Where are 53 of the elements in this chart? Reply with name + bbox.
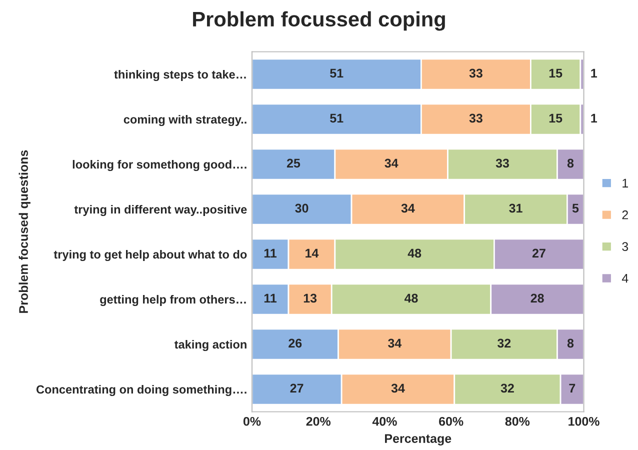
- data-label: 11: [264, 294, 277, 302]
- data-label: 34: [391, 384, 405, 393]
- data-label: 27: [290, 384, 304, 392]
- legend-label: 2: [622, 210, 628, 220]
- y-tick-label: trying in different way..positive: [74, 204, 247, 216]
- data-label: 8: [567, 158, 574, 168]
- data-label: 25: [286, 158, 300, 168]
- data-label: 48: [408, 248, 422, 258]
- data-label: 48: [404, 294, 418, 303]
- legend-label: 1: [622, 178, 628, 188]
- data-label: 8: [567, 338, 574, 348]
- chart-title: Problem focussed coping: [193, 11, 445, 31]
- legend-label: 4: [622, 274, 628, 283]
- y-tick-label: coming with strategy..: [124, 114, 246, 126]
- y-tick-label: looking for somethong good….: [72, 160, 246, 172]
- y-tick-label: trying to get help about what to do: [54, 250, 247, 262]
- data-label: 26: [288, 338, 302, 348]
- data-label: 27: [532, 248, 546, 258]
- y-tick-label: Concentrating on doing something….: [36, 384, 246, 396]
- data-label: 5: [572, 204, 579, 213]
- data-label: 15: [549, 68, 562, 78]
- data-label: 7: [569, 384, 576, 392]
- data-label: 34: [388, 338, 402, 348]
- x-tick-label: 80%: [505, 416, 530, 426]
- x-tick-label: 40%: [372, 416, 397, 426]
- data-label: 51: [330, 114, 344, 123]
- data-label: 30: [295, 204, 308, 213]
- data-label: 1: [591, 68, 598, 78]
- data-label: 34: [384, 158, 398, 168]
- x-tick-label: 0%: [243, 416, 261, 426]
- data-label: 51: [330, 68, 344, 78]
- x-axis-title: Percentage: [385, 434, 452, 446]
- x-tick-label: 100%: [568, 416, 600, 426]
- x-tick-label: 60%: [439, 416, 464, 426]
- x-tick-label: 20%: [306, 416, 331, 426]
- data-label: 31: [509, 204, 522, 213]
- data-label: 15: [549, 114, 562, 123]
- y-tick-label: getting help from others…: [100, 294, 246, 306]
- data-label: 28: [530, 294, 544, 303]
- data-label: 13: [304, 294, 317, 303]
- data-label: 33: [496, 158, 509, 168]
- data-label: 32: [497, 338, 511, 348]
- legend-label: 3: [622, 242, 628, 251]
- data-label: 33: [469, 68, 482, 78]
- data-label: 1: [591, 114, 598, 122]
- y-axis-title: Problem focused questions: [18, 150, 30, 313]
- data-label: 14: [306, 248, 319, 258]
- data-label: 33: [469, 114, 482, 123]
- y-tick-label: thinking steps to take…: [114, 70, 246, 82]
- y-tick-label: taking action: [174, 340, 246, 352]
- data-label: 32: [500, 384, 514, 393]
- data-label: 11: [264, 248, 277, 258]
- data-label: 34: [401, 204, 415, 213]
